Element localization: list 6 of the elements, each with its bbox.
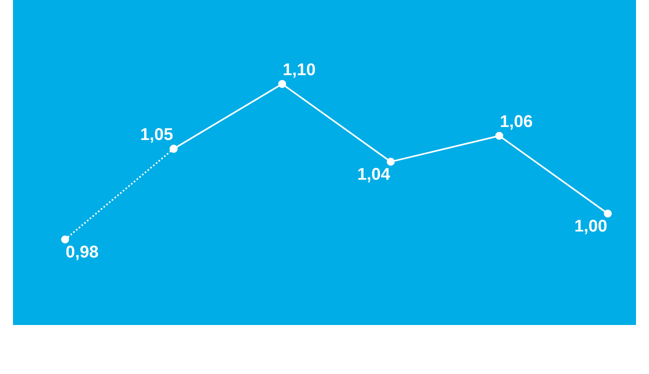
data-label: 0,98 <box>66 246 98 260</box>
data-label: 1,00 <box>575 220 607 234</box>
data-label: 1,06 <box>500 115 532 130</box>
data-label: 1,10 <box>284 63 315 78</box>
data-label: 1,05 <box>141 128 173 143</box>
data-label: 1,04 <box>358 168 390 182</box>
